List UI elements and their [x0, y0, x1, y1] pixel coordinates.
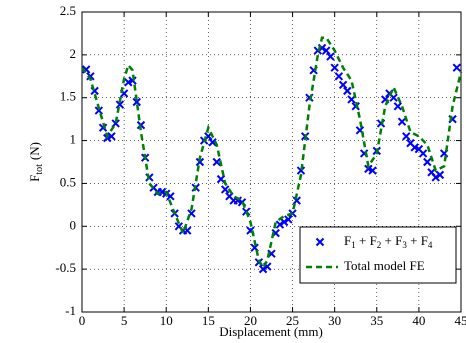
y-axis-label: Ftot (N): [27, 142, 45, 182]
x-marker: [330, 63, 339, 72]
y-tick-label: 1: [70, 132, 77, 147]
x-tick-label: 20: [244, 313, 257, 328]
y-tick-label: -0.5: [55, 260, 76, 275]
y-tick-label: 2.5: [60, 3, 76, 18]
x-tick-label: 30: [328, 313, 341, 328]
x-tick-label: 25: [286, 313, 299, 328]
x-marker: [326, 52, 335, 61]
x-marker: [212, 157, 221, 167]
x-marker: [435, 170, 445, 180]
x-marker: [86, 72, 95, 81]
y-label-unit: (N): [27, 142, 42, 160]
x-marker: [452, 63, 461, 72]
x-marker: [94, 106, 104, 115]
y-tick-label: 0.5: [60, 174, 76, 189]
x-marker: [284, 215, 293, 224]
x-marker: [397, 117, 407, 126]
x-marker: [351, 102, 360, 111]
x-marker: [216, 174, 226, 184]
x-marker: [195, 157, 205, 167]
x-marker: [322, 46, 331, 55]
legend-label: F1 + F2 + F3 + F4: [344, 233, 433, 250]
x-marker: [132, 97, 141, 107]
x-marker: [343, 86, 352, 96]
x-marker: [402, 132, 411, 141]
y-tick-label: 1.5: [60, 89, 76, 104]
legend-marker: [315, 237, 325, 247]
x-tick-label: 5: [121, 313, 128, 328]
y-tick-label: -1: [65, 303, 76, 318]
x-marker: [368, 166, 377, 175]
legend-box: [299, 226, 457, 284]
x-marker: [275, 220, 285, 229]
legend-label: Total model FE: [344, 258, 425, 273]
plot-frame: [81, 11, 462, 313]
x-tick-label: 0: [79, 313, 86, 328]
x-tick-label: 35: [370, 313, 383, 328]
x-tick-label: 10: [160, 313, 173, 328]
x-tick-label: 45: [455, 313, 466, 328]
x-marker: [296, 166, 306, 175]
x-marker: [98, 123, 108, 132]
y-tick-label: 2: [70, 46, 77, 61]
x-marker: [334, 72, 344, 81]
x-marker: [431, 173, 440, 182]
x-marker: [220, 185, 230, 194]
x-marker: [423, 157, 432, 167]
x-marker: [338, 80, 348, 90]
x-tick-label: 15: [202, 313, 215, 328]
x-axis-label: Displacement (mm): [219, 324, 323, 339]
x-marker: [418, 149, 428, 158]
x-marker: [279, 217, 289, 227]
x-marker: [393, 102, 403, 111]
y-label-main: F: [27, 175, 42, 182]
x-marker: [292, 196, 301, 205]
y-label-sub: tot: [34, 164, 45, 175]
y-tick-label: 0: [70, 217, 77, 232]
x-tick-label: 40: [412, 313, 425, 328]
x-marker: [107, 132, 116, 141]
x-marker: [208, 138, 217, 147]
x-marker: [258, 264, 268, 274]
